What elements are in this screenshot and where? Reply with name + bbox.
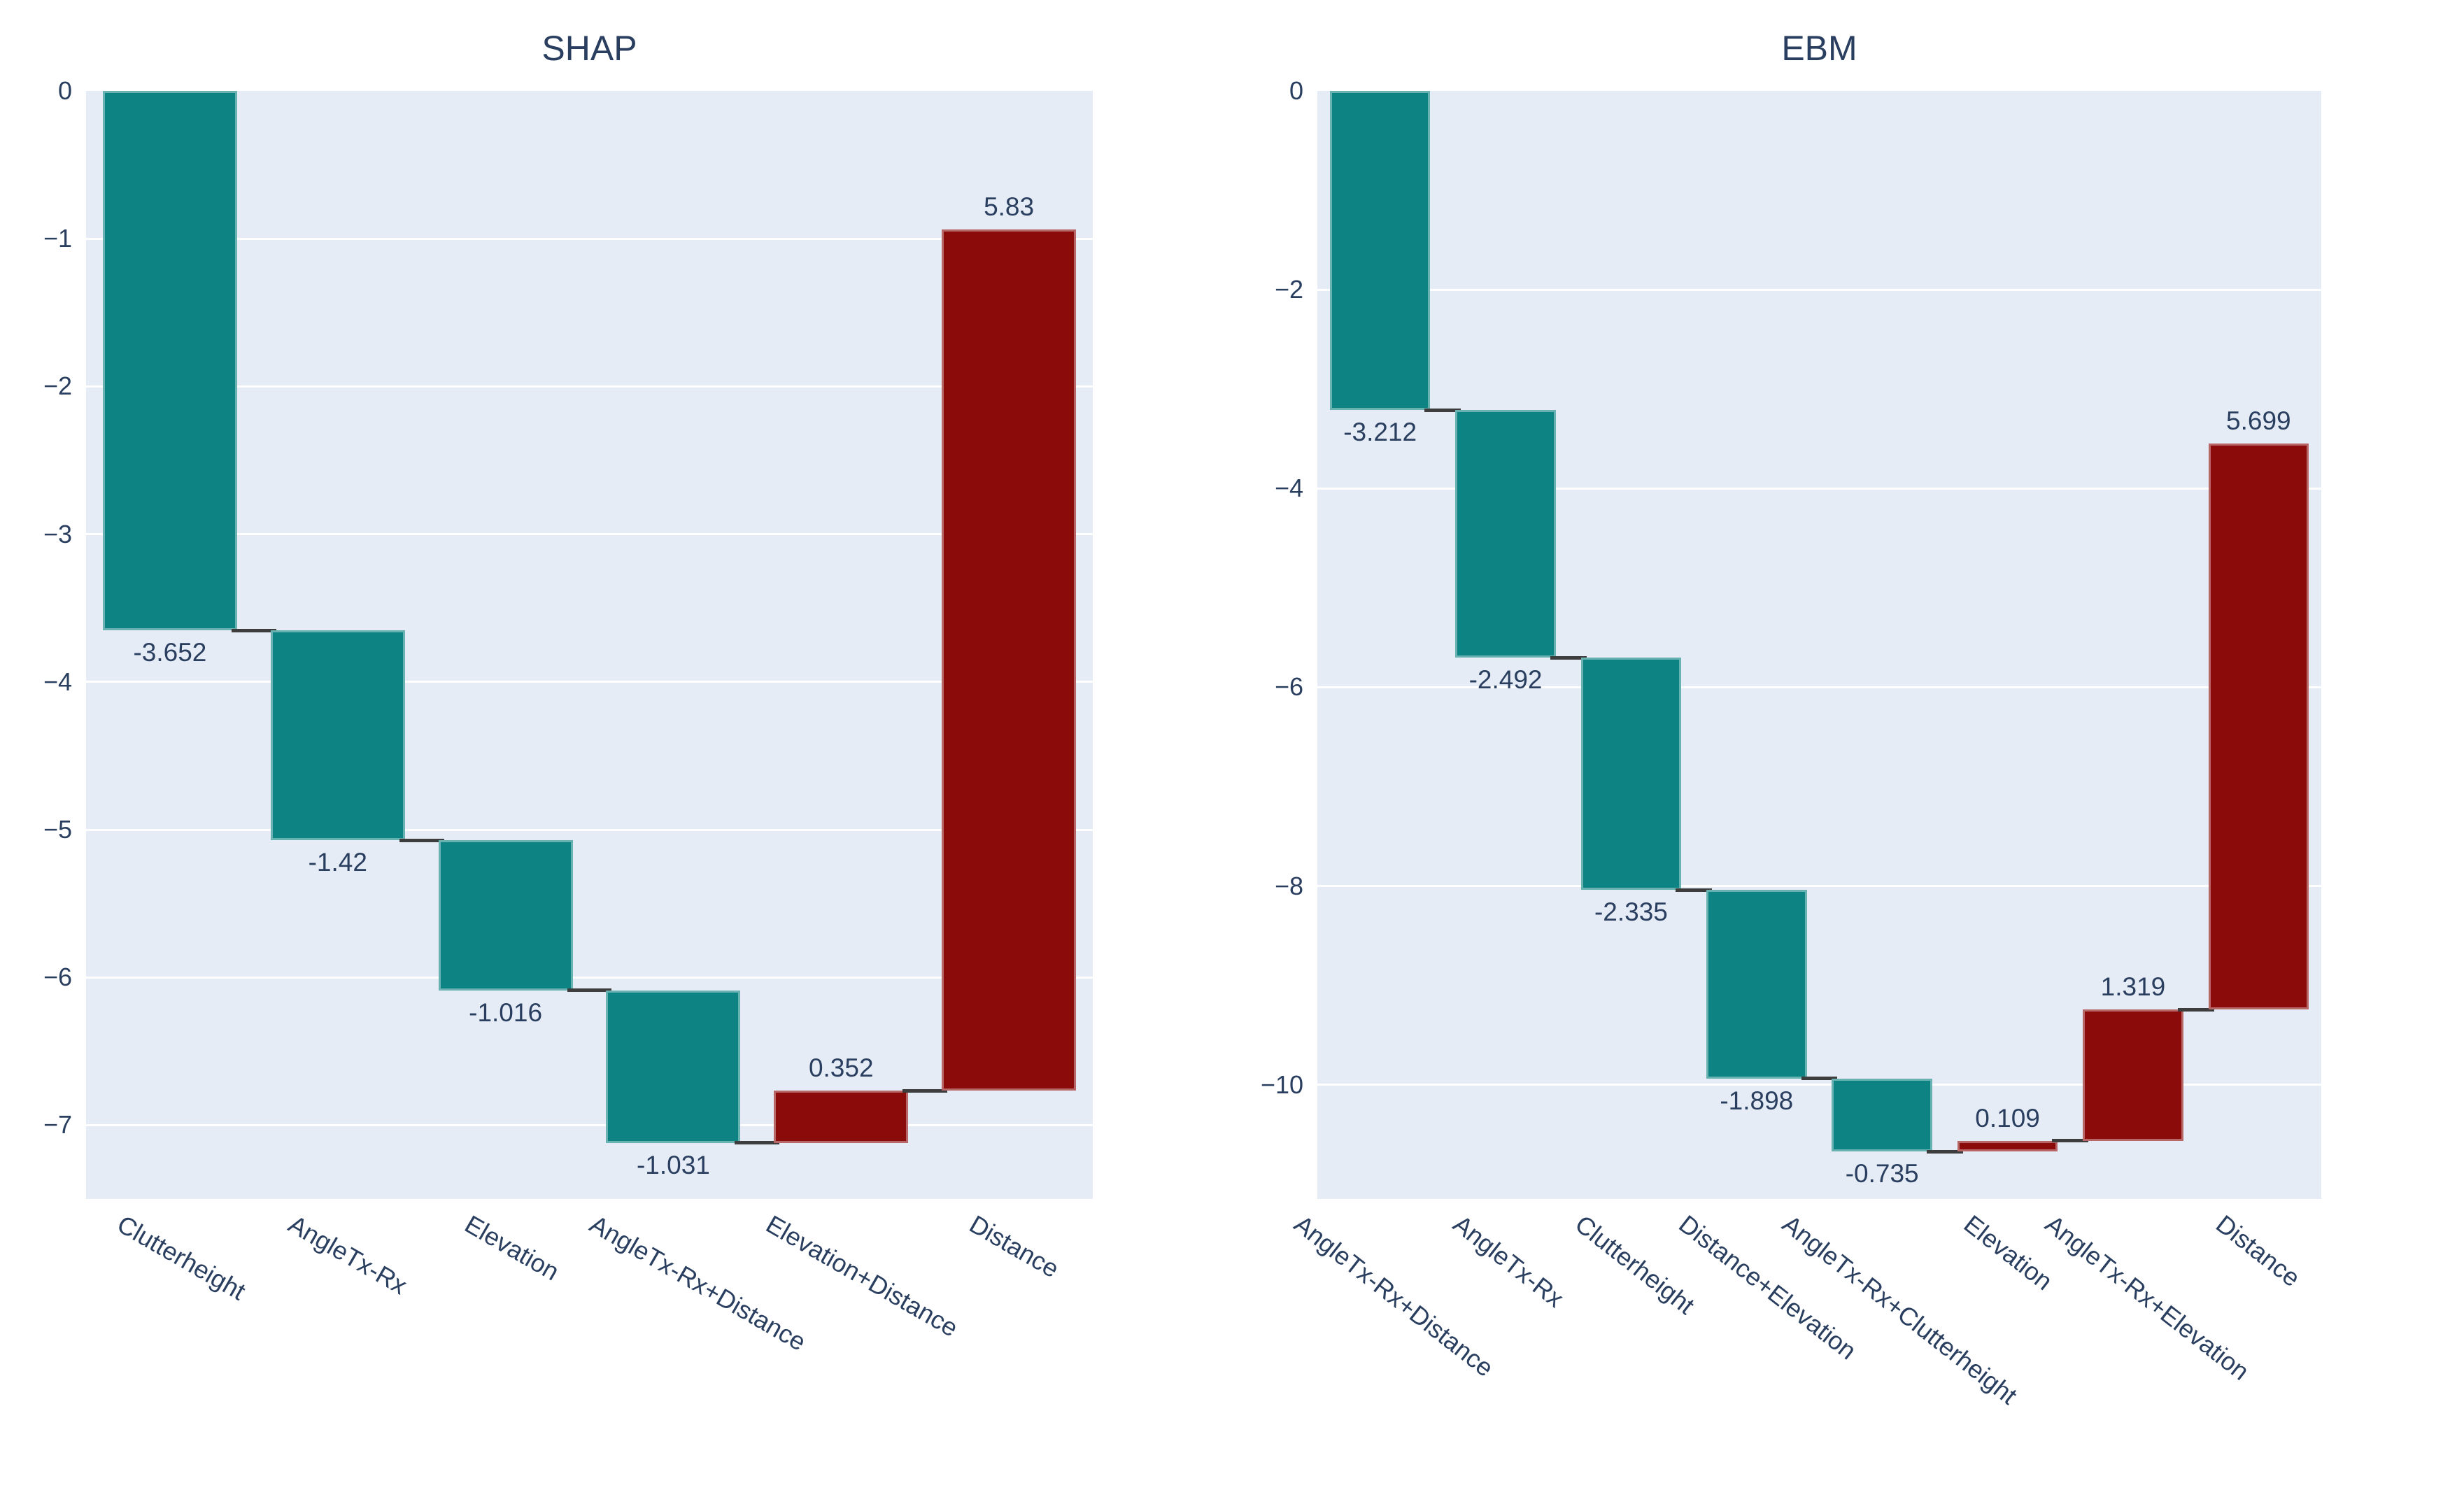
bar-value-label: 0.109 xyxy=(1975,1103,2040,1133)
x-tick-label: Distance xyxy=(965,1209,1064,1284)
y-tick-label: −6 xyxy=(43,963,72,992)
connector-line xyxy=(1926,1149,1963,1154)
x-tick-label: Elevation xyxy=(1958,1209,2058,1296)
waterfall-bar[interactable] xyxy=(1455,410,1556,658)
y-grid-line xyxy=(1317,1084,2321,1086)
y-tick-label: −2 xyxy=(1274,275,1303,304)
y-tick-label: −4 xyxy=(43,667,72,696)
y-grid-line xyxy=(1317,288,2321,291)
bar-value-label: -2.335 xyxy=(1594,897,1668,927)
connector-line xyxy=(2052,1139,2089,1143)
waterfall-bar[interactable] xyxy=(1329,91,1431,411)
y-tick-label: 0 xyxy=(57,76,72,105)
y-grid-line xyxy=(86,976,1093,979)
waterfall-bar[interactable] xyxy=(942,229,1076,1091)
bar-value-label: 0.352 xyxy=(808,1053,874,1083)
connector-line xyxy=(1424,408,1461,412)
bar-value-label: -1.031 xyxy=(636,1150,710,1179)
waterfall-bar[interactable] xyxy=(438,840,573,991)
x-tick-label: Distance+Elevation xyxy=(1673,1209,1862,1365)
bar-value-label: 5.699 xyxy=(2226,406,2291,435)
waterfall-bar[interactable] xyxy=(2208,443,2309,1010)
bar-value-label: -2.492 xyxy=(1468,665,1543,695)
bar-value-label: -3.652 xyxy=(133,638,207,667)
bar-value-label: -0.735 xyxy=(1845,1159,1919,1189)
shap-plot-area xyxy=(86,91,1093,1199)
y-tick-label: −2 xyxy=(43,371,72,401)
y-grid-line xyxy=(1317,487,2321,490)
waterfall-bar[interactable] xyxy=(102,91,237,631)
waterfall-bar[interactable] xyxy=(270,630,405,841)
y-tick-label: −6 xyxy=(1274,672,1303,702)
waterfall-bar[interactable] xyxy=(774,1091,909,1143)
waterfall-bar[interactable] xyxy=(1706,890,1807,1079)
x-tick-label: AngleTx-Rx xyxy=(283,1209,412,1300)
waterfall-bar[interactable] xyxy=(606,990,741,1143)
y-tick-label: 0 xyxy=(1289,76,1303,105)
connector-line xyxy=(1801,1077,1838,1081)
chart-title-shap: SHAP xyxy=(541,29,637,68)
y-grid-line xyxy=(1317,885,2321,887)
connector-line xyxy=(735,1141,780,1145)
y-grid-line xyxy=(86,681,1093,683)
y-grid-line xyxy=(86,828,1093,831)
connector-line xyxy=(1550,655,1587,660)
y-grid-line xyxy=(86,385,1093,388)
y-grid-line xyxy=(86,237,1093,240)
y-tick-label: −10 xyxy=(1260,1070,1303,1099)
bar-value-label: -1.016 xyxy=(469,998,543,1027)
y-grid-line xyxy=(86,1123,1093,1126)
y-tick-label: −1 xyxy=(43,224,72,253)
bar-value-label: -3.212 xyxy=(1343,418,1417,447)
y-tick-label: −3 xyxy=(43,519,72,548)
x-tick-label: Elevation xyxy=(460,1209,564,1286)
connector-line xyxy=(902,1088,948,1093)
connector-line xyxy=(567,988,612,993)
waterfall-bar[interactable] xyxy=(1832,1078,1932,1152)
x-tick-label: AngleTx-Rx xyxy=(1447,1209,1570,1313)
waterfall-bar[interactable] xyxy=(2083,1009,2183,1141)
x-tick-label: Distance xyxy=(2211,1209,2307,1293)
bar-value-label: -1.898 xyxy=(1720,1086,1794,1115)
y-tick-label: −8 xyxy=(1274,871,1303,900)
y-tick-label: −4 xyxy=(1274,474,1303,503)
bar-value-label: -1.42 xyxy=(308,848,367,877)
connector-line xyxy=(231,628,276,632)
chart-title-ebm: EBM xyxy=(1781,29,1857,68)
x-tick-label: Clutterheight xyxy=(112,1209,250,1306)
bar-value-label: 1.319 xyxy=(2100,972,2166,1002)
y-grid-line xyxy=(86,533,1093,536)
bar-value-label: 5.83 xyxy=(984,192,1035,221)
connector-line xyxy=(2177,1007,2214,1012)
connector-line xyxy=(399,838,444,842)
y-tick-label: −5 xyxy=(43,815,72,844)
y-tick-label: −7 xyxy=(43,1110,72,1140)
waterfall-bar[interactable] xyxy=(1580,658,1682,891)
connector-line xyxy=(1676,888,1713,892)
waterfall-bar[interactable] xyxy=(1957,1140,2058,1152)
y-grid-line xyxy=(1317,686,2321,688)
